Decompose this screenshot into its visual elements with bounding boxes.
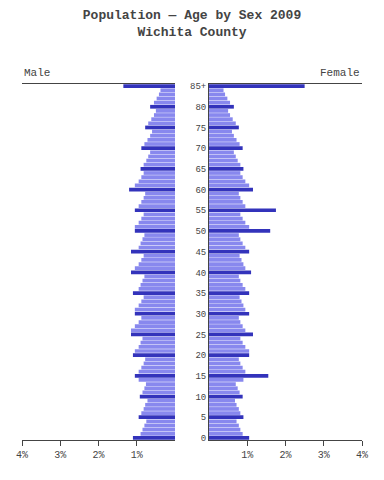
svg-text:65: 65 [195,165,206,175]
svg-text:35: 35 [195,289,206,299]
svg-text:5: 5 [201,413,206,423]
svg-text:3%: 3% [54,450,66,461]
svg-text:2%: 2% [92,450,104,461]
svg-text:60: 60 [195,186,206,196]
svg-text:4%: 4% [356,450,368,461]
svg-text:1%: 1% [131,450,143,461]
svg-text:0: 0 [201,434,206,444]
svg-text:15: 15 [195,372,206,382]
svg-text:2%: 2% [279,450,291,461]
svg-text:50: 50 [195,227,206,237]
svg-text:40: 40 [195,269,206,279]
svg-text:45: 45 [195,248,206,258]
svg-text:Male: Male [24,67,50,79]
svg-text:75: 75 [195,124,206,134]
svg-text:80: 80 [195,103,206,113]
svg-text:1%: 1% [241,450,253,461]
svg-text:70: 70 [195,144,206,154]
svg-text:25: 25 [195,331,206,341]
svg-text:85+: 85+ [190,82,206,92]
svg-text:30: 30 [195,310,206,320]
svg-text:10: 10 [195,393,206,403]
svg-text:Population — Age by Sex 2009Wi: Population — Age by Sex 2009Wichita Coun… [83,8,302,40]
svg-text:3%: 3% [318,450,330,461]
svg-text:20: 20 [195,351,206,361]
svg-text:55: 55 [195,206,206,216]
svg-text:4%: 4% [16,450,28,461]
svg-text:Female: Female [320,67,360,79]
